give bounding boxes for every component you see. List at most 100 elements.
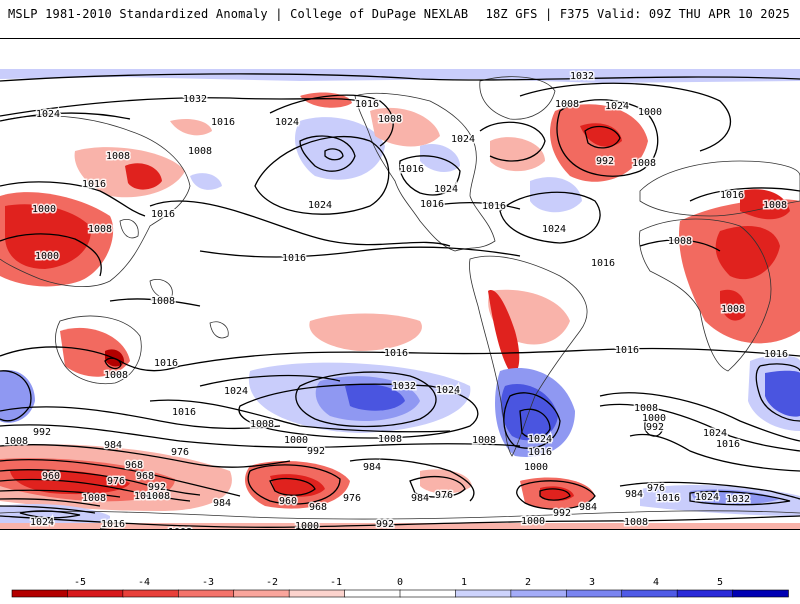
anomaly-area (530, 177, 582, 213)
isobar (584, 125, 621, 149)
anomaly-area (5, 204, 91, 269)
isobar (295, 371, 437, 428)
isobar (254, 135, 390, 215)
isobar (0, 73, 800, 82)
coastline (149, 279, 173, 299)
isobar-label: 1016 (82, 179, 106, 190)
isobar-label: 1016 (101, 519, 125, 530)
isobar-label: 1016 (656, 493, 680, 504)
isobar (599, 403, 800, 452)
isobar (0, 233, 102, 277)
isobar-label: 1016 (384, 348, 408, 359)
isobar-label: 1024 (275, 117, 299, 128)
anomaly-area (370, 107, 440, 147)
isobar-label: 1000 (284, 435, 308, 446)
colorbar-swatch (676, 589, 734, 598)
isobar-label: 1008 (104, 370, 128, 381)
isobar (0, 444, 291, 468)
anomaly-map: 1032 1032 1024 1016 1008 1016 1024 1008 1024 1000… (0, 69, 800, 530)
isobar (519, 408, 551, 439)
anomaly-area (0, 523, 800, 529)
colorbar-swatch (399, 589, 457, 598)
colorbar-swatch (177, 589, 235, 598)
isobar-label: 992 (553, 508, 571, 519)
isobar (247, 464, 341, 505)
isobar (0, 489, 121, 498)
colorbar-swatch (565, 589, 623, 598)
isobar (599, 392, 800, 442)
isobar (324, 148, 344, 161)
coastline (0, 510, 800, 520)
isobar-label: 1000 (35, 251, 59, 262)
anomaly-area (0, 370, 35, 423)
isobar-label: 992 (646, 422, 664, 433)
isobar-label: 984 (411, 493, 429, 504)
coastline (479, 76, 556, 120)
coastline (638, 218, 772, 372)
isobar-label: 1024 (528, 434, 552, 445)
anomaly-area (125, 163, 162, 190)
isobar (269, 94, 394, 147)
isobar (149, 399, 451, 433)
isobar-label: 1032 (392, 381, 416, 392)
isobar-label: 1008 (634, 403, 658, 414)
isobar-label: 968 (309, 502, 327, 513)
colorbar-swatch (11, 589, 69, 598)
anomaly-area (300, 92, 352, 108)
colorbar-swatch (233, 589, 290, 598)
coastline (0, 115, 191, 287)
isobar-label: 968 (125, 460, 143, 471)
colorbar-tick-label: -5 (74, 577, 86, 588)
isobar (0, 469, 201, 496)
isobar-label: 1024 (436, 385, 460, 396)
anomaly-area (765, 370, 800, 417)
isobar-label: 1000 (32, 204, 56, 215)
colorbar-swatch (288, 589, 346, 598)
isobar-label: 1008 (146, 491, 170, 502)
isobar-label: 1016 (528, 447, 552, 458)
isobar-label: 1008 (763, 200, 787, 211)
colorbar-tick-label: -4 (138, 577, 150, 588)
coastline (55, 315, 142, 385)
isobars (0, 73, 800, 529)
isobar (409, 475, 466, 498)
colorbar-tick-label: -2 (266, 577, 278, 588)
isobar (349, 458, 475, 502)
isobar-label: 1016 (154, 358, 178, 369)
colorbar-svg: -5 -4 -3 -2 -1 0 1 2 3 4 5 (11, 577, 789, 598)
isobar-label: 992 (148, 482, 166, 493)
coastline (119, 219, 139, 239)
isobar-label: 1000 (134, 491, 158, 502)
isobar-label: 1008 (472, 435, 496, 446)
isobar-label: 992 (307, 446, 325, 457)
isobar (199, 246, 521, 258)
isobar-label: 984 (213, 498, 231, 509)
isobar-label: 1016 (211, 117, 235, 128)
isobar-label: 984 (104, 440, 122, 451)
isobar-label: 1032 (726, 494, 750, 505)
colorbar-swatch (455, 589, 512, 598)
anomaly-area (715, 226, 780, 280)
anomaly-area (309, 313, 422, 351)
isobar-label: 976 (171, 447, 189, 458)
isobar-label: 1000 (524, 462, 548, 473)
isobar (639, 239, 721, 252)
isobar (0, 424, 521, 449)
isobar (399, 155, 461, 196)
isobar (429, 201, 521, 210)
isobar (100, 528, 112, 529)
isobar-label: 1008 (4, 436, 28, 447)
isobar (519, 82, 731, 152)
isobar-label: 1024 (308, 200, 332, 211)
isobar (269, 478, 316, 496)
colorbar-tick-label: -1 (330, 577, 342, 588)
model-valid-time: 18Z GFS | F375 Valid: 09Z THU APR 10 202… (485, 7, 790, 21)
isobar (644, 418, 663, 437)
isobar-label: 1032 (183, 94, 207, 105)
isobar (19, 510, 81, 519)
isobar-label: 1008 (106, 151, 130, 162)
isobar-label: 1016 (420, 199, 444, 210)
colorbar-tick-label: 0 (397, 577, 403, 588)
map-panel: 1032 1032 1024 1016 1008 1016 1024 1008 1024 1000… (0, 38, 800, 530)
isobar (689, 490, 791, 506)
